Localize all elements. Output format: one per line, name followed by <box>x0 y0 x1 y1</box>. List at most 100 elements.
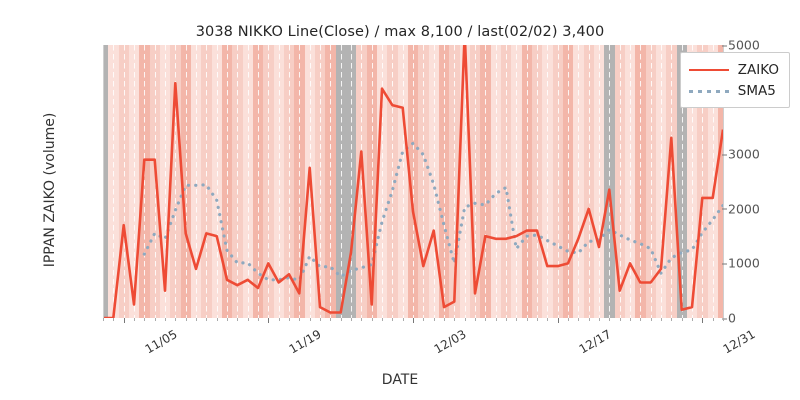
gridline <box>247 45 249 318</box>
y-tick-mark <box>722 208 727 210</box>
x-tick-minor <box>361 318 363 321</box>
x-tick-minor <box>258 318 259 321</box>
gridline <box>475 45 476 318</box>
x-tick-minor <box>278 318 280 321</box>
gridline <box>495 45 497 318</box>
x-axis-title: DATE <box>381 372 419 388</box>
x-tick-minor <box>630 318 631 321</box>
x-tick-minor <box>196 318 197 321</box>
gridline <box>330 45 332 318</box>
y-tick-label: 1000 <box>722 256 760 271</box>
gridline <box>371 45 373 318</box>
gridline <box>123 45 125 318</box>
x-tick-minor <box>309 318 311 321</box>
x-tick-label: 11/05 <box>142 327 180 357</box>
legend-label-sma5: SMA5 <box>737 82 776 99</box>
x-tick-minor <box>216 318 218 321</box>
x-tick-minor <box>464 318 466 321</box>
y-tick-label: 3000 <box>722 147 760 162</box>
x-tick-minor <box>206 318 208 321</box>
gridline <box>185 45 187 318</box>
gridline <box>320 45 321 318</box>
x-tick-minor <box>144 318 146 321</box>
gridline <box>382 45 383 318</box>
x-tick-major <box>557 318 559 323</box>
gridline <box>588 45 590 318</box>
x-tick-minor <box>134 318 135 321</box>
chart-title: 3038 NIKKO Line(Close) / max 8,100 / las… <box>195 24 605 40</box>
gridline <box>578 45 580 318</box>
x-tick-minor <box>547 318 549 321</box>
gridline <box>599 45 600 318</box>
y-tick-label: 2000 <box>722 201 760 216</box>
x-tick-minor <box>681 318 683 321</box>
x-tick-minor <box>619 318 621 321</box>
x-tick-minor <box>371 318 373 321</box>
gridline <box>650 45 652 318</box>
x-tick-minor <box>154 318 156 321</box>
plot-area <box>103 45 723 318</box>
x-tick-minor <box>247 318 249 321</box>
gridline <box>557 45 559 318</box>
y-tick-mark <box>722 45 727 46</box>
gridline <box>227 45 228 318</box>
gridline <box>712 45 714 318</box>
x-axis-ticklabels: 11/05 11/19 12/03 12/17 12/31 <box>103 318 758 398</box>
x-tick-minor <box>671 318 673 321</box>
x-tick-minor <box>723 318 724 321</box>
sma5-line <box>142 141 723 283</box>
x-tick-major <box>268 318 270 323</box>
x-tick-minor <box>454 318 456 321</box>
gridline <box>423 45 425 318</box>
x-tick-minor <box>588 318 590 321</box>
gridline <box>237 45 239 318</box>
chart-legend[interactable]: ZAIKO SMA5 <box>679 52 790 108</box>
y-tick-mark <box>722 318 727 319</box>
gridline <box>516 45 518 318</box>
gridline <box>278 45 280 318</box>
y-tick-label: 0 <box>722 311 736 326</box>
axis-spine-left <box>103 45 104 318</box>
x-tick-minor <box>599 318 600 321</box>
gridline <box>289 45 290 318</box>
gridline <box>175 45 177 318</box>
x-tick-minor <box>526 318 528 321</box>
gridline <box>113 45 115 318</box>
gridline <box>402 45 404 318</box>
x-tick-minor <box>402 318 404 321</box>
x-tick-minor <box>609 318 611 321</box>
legend-item-zaiko[interactable]: ZAIKO <box>688 59 779 80</box>
gridline <box>165 45 166 318</box>
gridline <box>485 45 487 318</box>
gridline <box>526 45 528 318</box>
calendar-band <box>103 45 109 318</box>
x-tick-minor <box>330 318 332 321</box>
legend-item-sma5[interactable]: SMA5 <box>688 80 779 101</box>
gridline <box>413 45 414 318</box>
x-tick-minor <box>113 318 115 321</box>
x-tick-minor <box>185 318 187 321</box>
x-tick-minor <box>237 318 239 321</box>
x-tick-label: 12/31 <box>720 327 758 357</box>
x-tick-minor <box>227 318 228 321</box>
x-tick-major <box>413 318 414 323</box>
x-tick-minor <box>340 318 342 321</box>
x-tick-minor <box>165 318 166 321</box>
gridline <box>547 45 549 318</box>
gridline <box>361 45 363 318</box>
gridline <box>392 45 394 318</box>
x-tick-minor <box>423 318 425 321</box>
gridline <box>268 45 270 318</box>
x-tick-minor <box>516 318 518 321</box>
x-tick-minor <box>537 318 538 321</box>
x-tick-minor <box>175 318 177 321</box>
gridline <box>702 45 704 318</box>
gridline <box>609 45 611 318</box>
gridline <box>661 45 662 318</box>
gridline <box>692 45 693 318</box>
x-tick-minor <box>692 318 693 321</box>
calendar-band <box>717 45 723 318</box>
x-tick-minor <box>578 318 580 321</box>
x-tick-minor <box>444 318 445 321</box>
